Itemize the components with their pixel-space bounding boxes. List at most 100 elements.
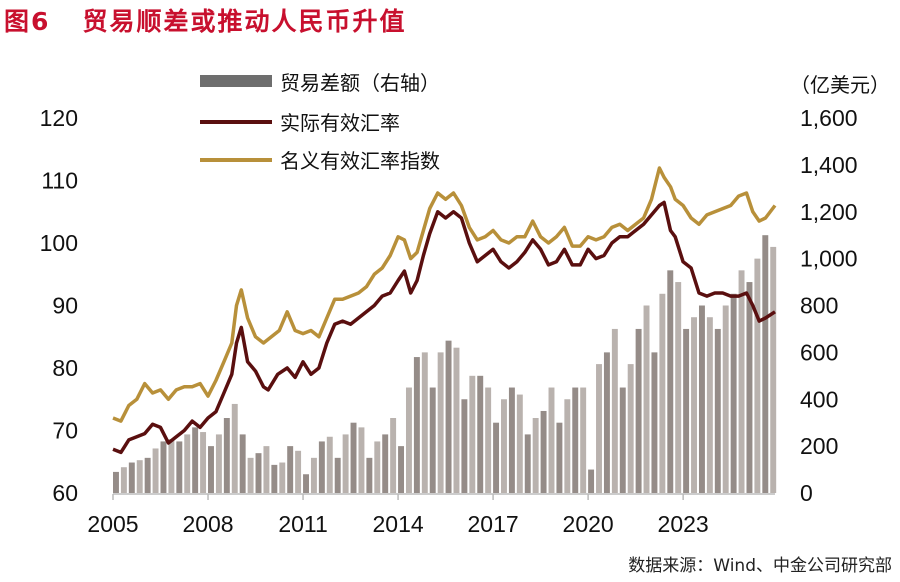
trade-balance-bar [501, 399, 507, 493]
trade-balance-bar [271, 464, 278, 493]
legend-label: 名义有效汇率指数 [280, 149, 440, 173]
trade-balance-bar [113, 471, 119, 493]
trade-balance-bar [318, 441, 325, 493]
trade-balance-bar [208, 446, 214, 493]
trade-balance-bar [572, 387, 579, 493]
trade-balance-bar [651, 352, 658, 493]
trade-balance-bar [659, 293, 666, 493]
source-note: 数据来源：Wind、中金公司研究部 [628, 556, 892, 576]
trade-balance-bar [192, 427, 199, 493]
trade-balance-bar [279, 462, 286, 493]
x-tick-label: 2023 [658, 511, 709, 537]
trade-balance-bar [215, 434, 222, 493]
trade-balance-bar [287, 446, 294, 493]
right-axis-unit: （亿美元） [790, 73, 890, 97]
trade-balance-bar [374, 441, 381, 493]
y-right-tick-label: 1,200 [800, 199, 858, 225]
trade-balance-bar [168, 439, 175, 493]
neer-line [112, 166, 777, 423]
trade-balance-bar [564, 399, 571, 493]
trade-balance-bar [398, 446, 405, 493]
trade-balance-bar [342, 434, 349, 493]
trade-balance-bar [698, 305, 705, 493]
trade-balance-bar [691, 317, 698, 493]
trade-balance-bar [469, 375, 476, 493]
trade-balance-bar [596, 364, 602, 493]
trade-balance-bar [706, 317, 713, 493]
trade-balance-bar [730, 293, 737, 493]
legend-label: 实际有效汇率 [280, 111, 400, 135]
trade-balance-bar [714, 328, 721, 493]
y-left-tick-label: 110 [41, 168, 78, 194]
trade-balance-bar [358, 427, 365, 493]
trade-balance-bar [722, 305, 729, 493]
x-tick-label: 2014 [372, 511, 423, 537]
trade-balance-bar [366, 457, 373, 493]
y-left-tick-label: 100 [40, 230, 78, 256]
trade-balance-bar [247, 457, 254, 493]
trade-balance-bar [223, 418, 230, 493]
trade-balance-bar [405, 387, 412, 493]
trade-balance-bar [588, 469, 595, 493]
trade-balance-bar [611, 328, 618, 493]
trade-balance-bar [334, 457, 341, 493]
y-left-tick-label: 60 [52, 480, 78, 506]
trade-balance-bar [382, 434, 389, 493]
trade-balance-bar [477, 375, 484, 493]
trade-balance-bar [445, 340, 452, 493]
trade-balance-bar [263, 446, 270, 493]
trade-balance-bar [231, 403, 238, 493]
trade-balance-bar [429, 387, 436, 493]
trade-balance-bar [556, 422, 563, 493]
y-left-tick-label: 90 [52, 293, 78, 319]
trade-balance-bar [184, 434, 191, 493]
trade-balance-bar [683, 328, 690, 493]
y-left-tick-label: 70 [52, 418, 78, 444]
y-right-tick-label: 1,600 [800, 105, 858, 131]
trade-balance-bar [548, 387, 555, 493]
x-tick-label: 2017 [468, 511, 519, 537]
x-tick-label: 2008 [182, 511, 233, 537]
trade-balance-bar [635, 328, 642, 493]
trade-balance-bar [580, 387, 587, 493]
trade-balance-bar [176, 441, 183, 493]
x-tick-label: 2011 [278, 511, 327, 537]
trade-balance-bar [619, 387, 626, 493]
reer-line [112, 200, 776, 455]
trade-balance-bar [508, 387, 515, 493]
trade-balance-bar [295, 450, 302, 493]
y-right-tick-label: 1,400 [800, 152, 858, 178]
x-tick-label: 2005 [87, 511, 138, 537]
trade-balance-bar [239, 434, 246, 493]
trade-balance-bar [493, 422, 500, 493]
trade-balance-bar [762, 235, 769, 493]
y-right-tick-label: 0 [800, 480, 813, 506]
legend-label: 贸易差额（右轴） [280, 71, 440, 95]
figure-title: 图6 贸易顺差或推动人民币升值 [4, 7, 407, 36]
trade-balance-bar [136, 460, 143, 493]
y-right-tick-label: 600 [800, 339, 838, 365]
trade-balance-bar [144, 457, 151, 493]
trade-balance-bar [413, 357, 420, 493]
y-left-tick-label: 120 [40, 105, 78, 131]
trade-balance-bar [770, 246, 777, 493]
trade-balance-bar [421, 352, 428, 493]
y-left-tick-label: 80 [52, 355, 78, 381]
trade-balance-bar [738, 270, 745, 493]
x-tick-label: 2020 [563, 511, 614, 537]
y-right-tick-label: 1,000 [800, 246, 858, 272]
trade-balance-bar [255, 453, 262, 493]
trade-balance-bar [303, 474, 309, 493]
trade-balance-bar [746, 282, 753, 493]
trade-balance-bar [461, 399, 468, 493]
legend-swatch-bars [200, 75, 272, 87]
trade-balance-bar [200, 432, 207, 493]
trade-balance-bar [627, 364, 634, 493]
trade-balance-bar [128, 462, 135, 493]
trade-balance-bar [437, 352, 444, 493]
trade-balance-bar [310, 457, 317, 493]
trade-balance-bar [350, 422, 357, 493]
trade-balance-bar [754, 258, 761, 493]
trade-balance-bar [160, 441, 167, 493]
